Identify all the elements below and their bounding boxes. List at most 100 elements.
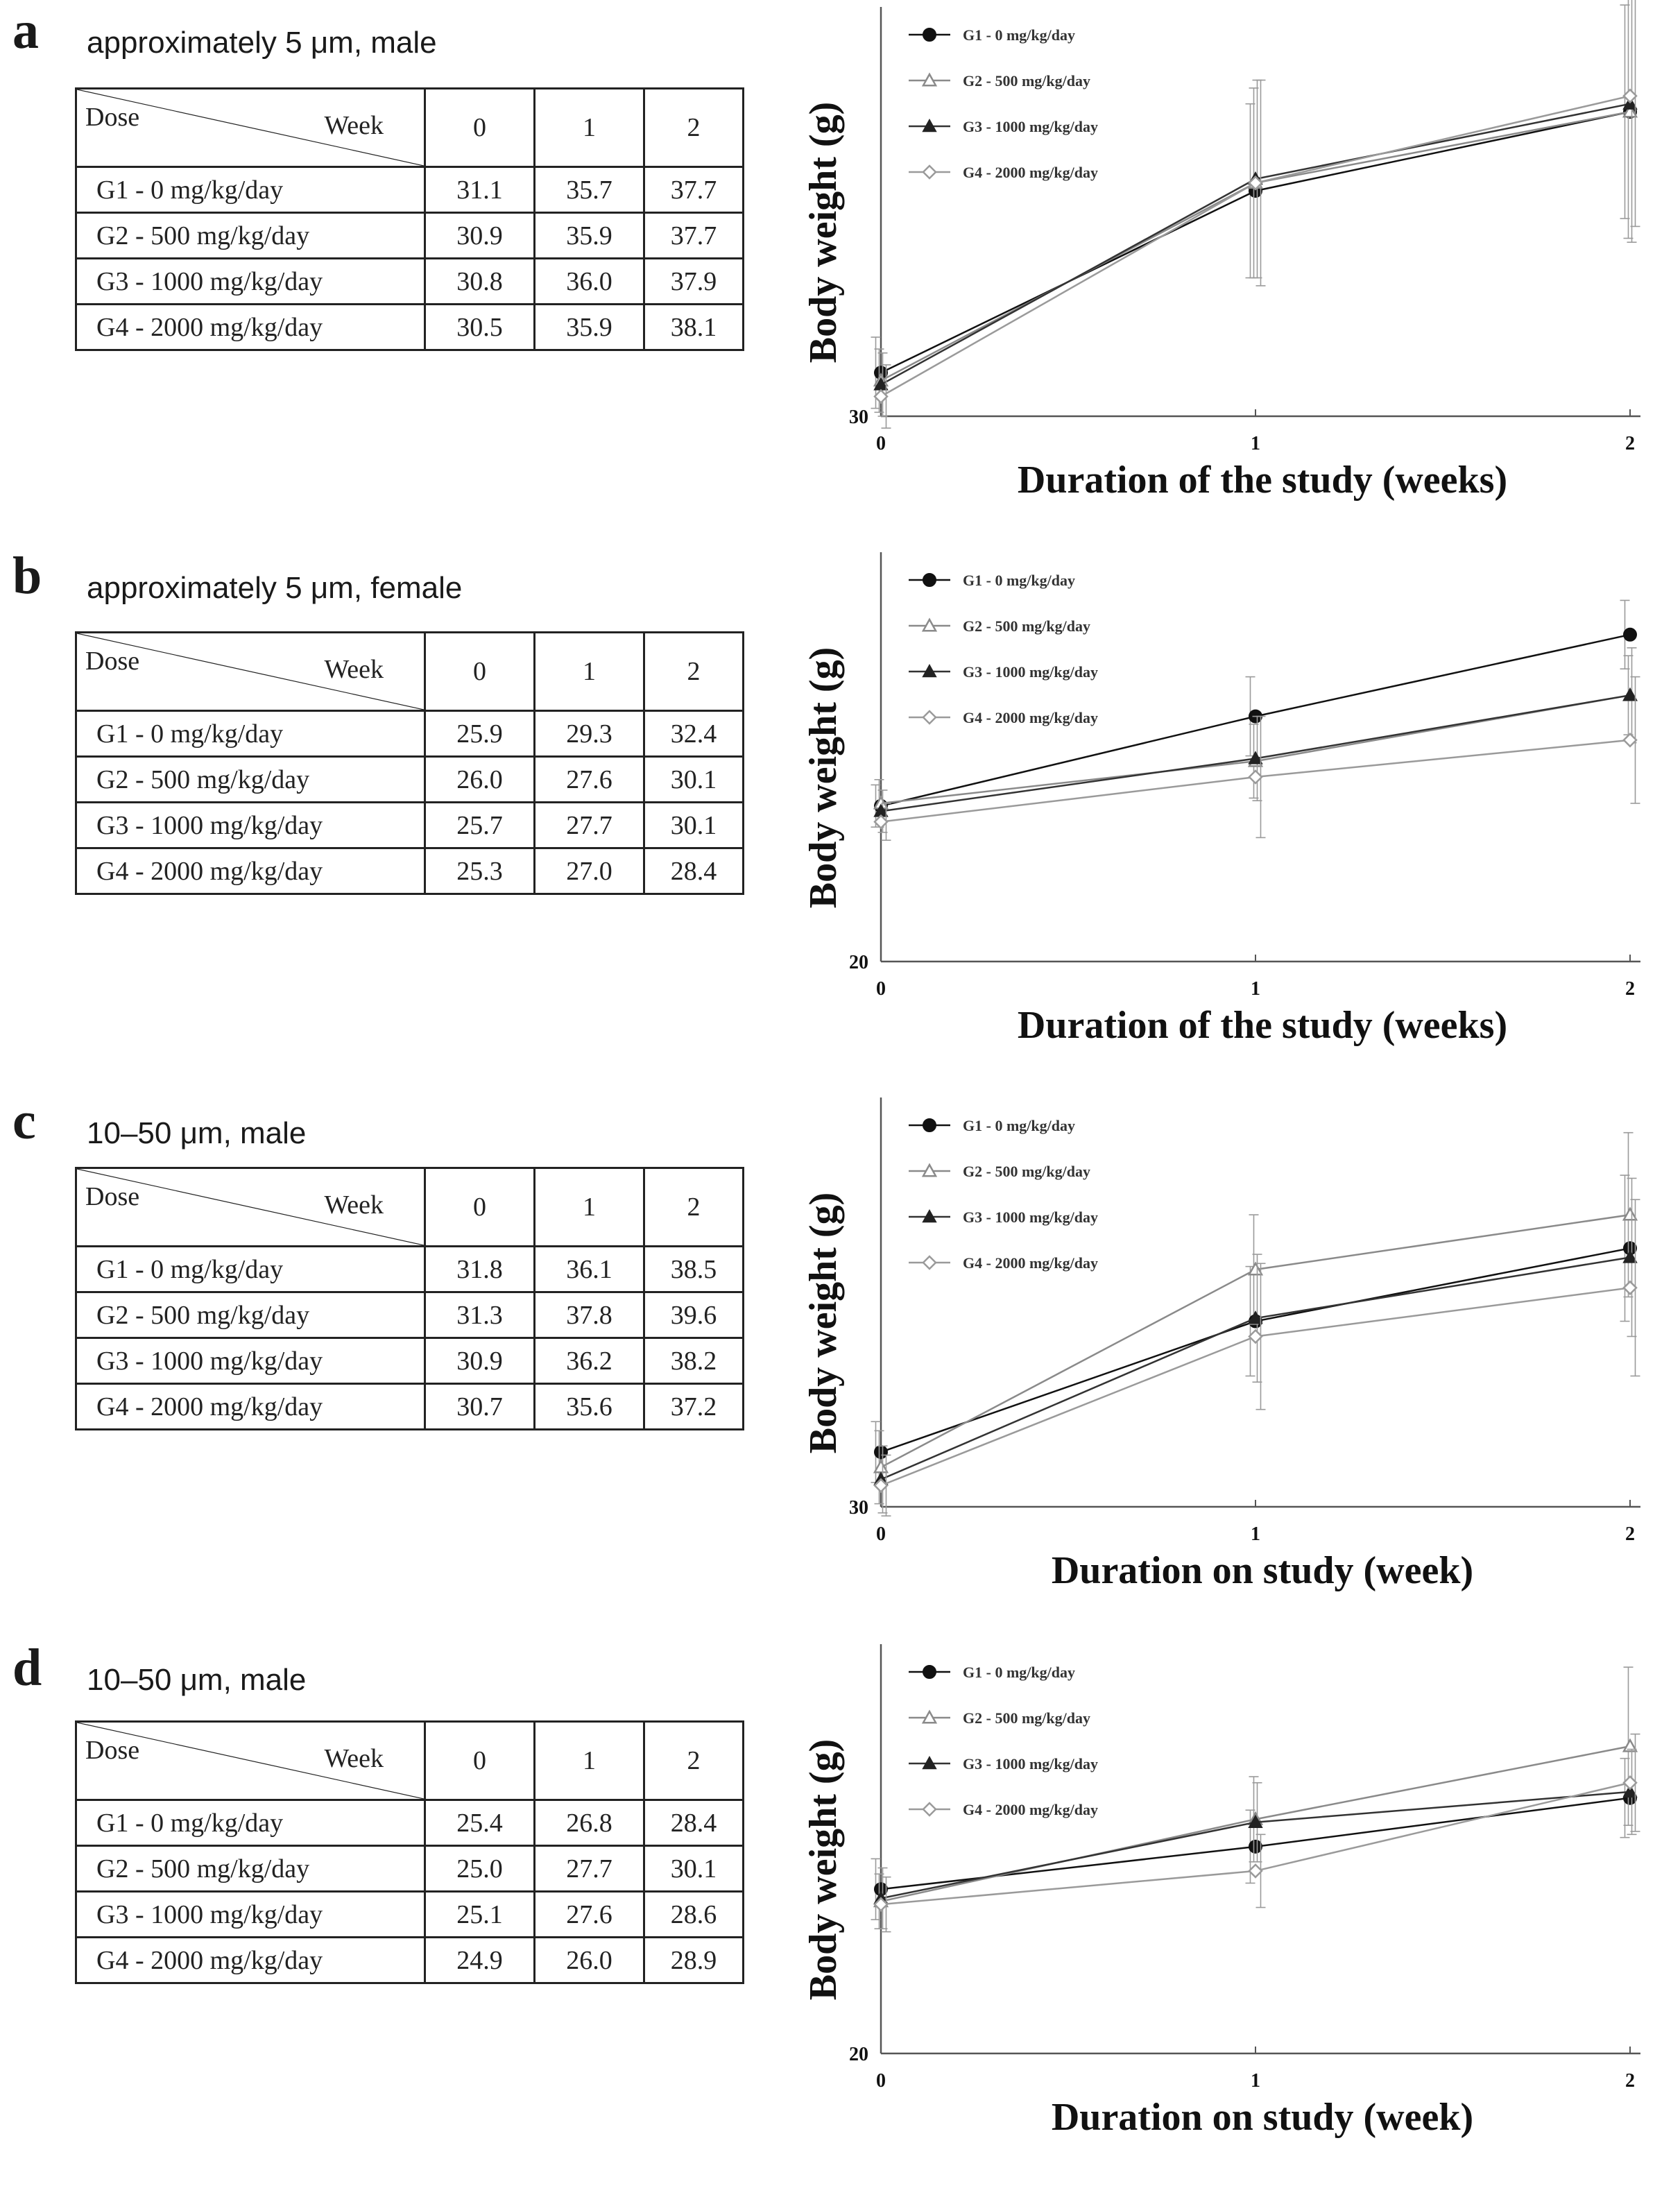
diagonal-divider: [77, 1723, 424, 1799]
y-tick-label: 30: [849, 407, 868, 428]
table-row: G3 - 1000 mg/kg/day 25.7 27.7 30.1: [75, 801, 744, 849]
y-axis-title: Body weight (g): [802, 1739, 845, 2000]
dose-cell: G4 - 2000 mg/kg/day: [75, 847, 426, 895]
corner-dose-label: Dose: [85, 1736, 140, 1765]
legend-label: G1 - 0 mg/kg/day: [963, 1664, 1075, 1681]
weight-cell: 31.3: [424, 1291, 535, 1339]
weight-cell: 38.1: [643, 303, 744, 351]
x-tick-label: 2: [1625, 1523, 1635, 1545]
table-header-row: Dose Week 0 1 2: [75, 631, 744, 712]
legend-label: G2 - 500 mg/kg/day: [963, 1163, 1090, 1180]
body-weight-table: Dose Week 0 1 2 G1 - 0 mg/kg/day 25.4 26.8…: [75, 1720, 744, 1984]
data-point: [1247, 1261, 1264, 1276]
x-tick-label: 0: [876, 2070, 886, 2092]
dose-cell: G1 - 0 mg/kg/day: [75, 710, 426, 758]
data-point: [1248, 1863, 1263, 1879]
legend-label: G3 - 1000 mg/kg/day: [963, 663, 1098, 681]
data-point: [873, 1459, 889, 1473]
table-row: G3 - 1000 mg/kg/day 25.1 27.6 28.6: [75, 1890, 744, 1938]
series-line: [880, 110, 1631, 374]
body-weight-chart: 0 1 2 30 Duration on study (week) Body weight…: [798, 1091, 1679, 1639]
week-header: 2: [643, 1720, 744, 1801]
chart-svg: 0 1 2 20 Duration of the study (weeks) Body w…: [802, 552, 1640, 1047]
legend-marker: [922, 1255, 937, 1270]
weight-cell: 37.7: [643, 166, 744, 214]
weight-cell: 27.7: [533, 801, 645, 849]
weight-cell: 39.6: [643, 1291, 744, 1339]
table-row: G4 - 2000 mg/kg/day 30.5 35.9 38.1: [75, 303, 744, 351]
weight-cell: 30.1: [643, 755, 744, 803]
data-point: [1623, 627, 1637, 642]
legend-marker: [922, 1755, 937, 1770]
y-axis-title: Body weight (g): [802, 647, 845, 908]
legend-label: G4 - 2000 mg/kg/day: [963, 1254, 1098, 1272]
series-line: [880, 1247, 1631, 1453]
dose-cell: G1 - 0 mg/kg/day: [75, 1245, 426, 1293]
week-header: 2: [643, 1167, 744, 1247]
weight-cell: 38.2: [643, 1337, 744, 1385]
x-tick-label: 1: [1251, 433, 1260, 454]
body-weight-chart: 0 1 2 20 Duration on study (week) Body weight…: [798, 1637, 1679, 2185]
weight-cell: 30.9: [424, 1337, 535, 1385]
data-point: [1622, 88, 1638, 104]
data-point: [1248, 751, 1263, 764]
weight-cell: 36.2: [533, 1337, 645, 1385]
x-tick-label: 0: [876, 978, 886, 1000]
weight-cell: 36.1: [533, 1245, 645, 1293]
series-line: [880, 110, 1631, 382]
legend-marker: [921, 72, 938, 87]
weight-cell: 35.9: [533, 303, 645, 351]
weight-cell: 25.1: [424, 1890, 535, 1938]
legend-label: G2 - 500 mg/kg/day: [963, 72, 1090, 89]
legend-label: G4 - 2000 mg/kg/day: [963, 164, 1098, 181]
table-header-row: Dose Week 0 1 2: [75, 1167, 744, 1247]
data-point: [1622, 687, 1638, 701]
week-header: 1: [533, 1167, 645, 1247]
table-row: G2 - 500 mg/kg/day 30.9 35.9 37.7: [75, 212, 744, 259]
corner-week-label: Week: [324, 1744, 384, 1773]
panel-title: approximately 5 μm, male: [87, 26, 437, 60]
legend-marker: [922, 710, 937, 725]
table-row: G4 - 2000 mg/kg/day 24.9 26.0 28.9: [75, 1936, 744, 1984]
weight-cell: 25.0: [424, 1845, 535, 1893]
x-tick-label: 2: [1625, 433, 1635, 454]
weight-cell: 29.3: [533, 710, 645, 758]
weight-cell: 30.7: [424, 1383, 535, 1430]
legend-marker: [923, 573, 936, 587]
data-point: [1622, 1249, 1638, 1263]
weight-cell: 28.9: [643, 1936, 744, 1984]
panel-label: c: [12, 1092, 36, 1150]
weight-cell: 27.0: [533, 847, 645, 895]
data-point: [873, 814, 889, 830]
legend-label: G1 - 0 mg/kg/day: [963, 572, 1075, 589]
weight-cell: 35.7: [533, 166, 645, 214]
body-weight-chart: 0 1 2 30 Duration of the study (weeks) Body w…: [798, 0, 1679, 548]
dose-cell: G2 - 500 mg/kg/day: [75, 212, 426, 259]
dose-cell: G3 - 1000 mg/kg/day: [75, 1890, 426, 1938]
data-point: [873, 1478, 889, 1494]
weight-cell: 37.9: [643, 257, 744, 305]
weight-cell: 27.6: [533, 755, 645, 803]
legend-marker: [922, 164, 937, 180]
x-tick-label: 1: [1251, 978, 1260, 1000]
x-tick-label: 1: [1251, 1523, 1260, 1545]
table-row: G2 - 500 mg/kg/day 25.0 27.7 30.1: [75, 1845, 744, 1893]
series-line: [880, 1256, 1631, 1480]
data-point: [1622, 1206, 1638, 1221]
table-row: G2 - 500 mg/kg/day 26.0 27.6 30.1: [75, 755, 744, 803]
legend-label: G1 - 0 mg/kg/day: [963, 1117, 1075, 1134]
week-header: 0: [424, 631, 535, 712]
series-line: [880, 95, 1631, 398]
legend-label: G1 - 0 mg/kg/day: [963, 26, 1075, 44]
table-header-row: Dose Week 0 1 2: [75, 87, 744, 168]
week-header: 2: [643, 87, 744, 168]
body-weight-chart: 0 1 2 20 Duration of the study (weeks) Body w…: [798, 545, 1679, 1093]
legend-marker: [922, 1208, 937, 1223]
corner-week-label: Week: [324, 111, 384, 140]
x-tick-label: 2: [1625, 2070, 1635, 2092]
y-tick-label: 20: [849, 2044, 868, 2065]
table-corner-cell: Dose Week: [75, 1720, 426, 1801]
x-axis-title: Duration on study (week): [1052, 2096, 1473, 2139]
week-header: 0: [424, 1720, 535, 1801]
x-axis-title: Duration on study (week): [1052, 1549, 1473, 1592]
